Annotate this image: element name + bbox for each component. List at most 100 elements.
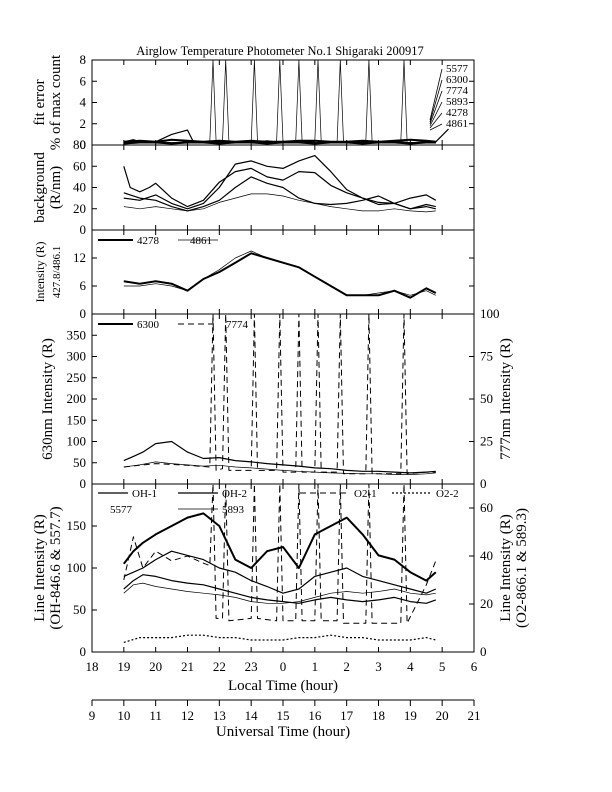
legend-label: 4278 [137,235,160,247]
y-right-tick-label: 50 [480,391,493,406]
x-tick-label-ut: 10 [117,708,130,723]
y-axis-label: 630nm Intensity (R) [40,338,56,460]
x-tick-label-local: 3 [375,659,382,674]
y-axis-label: background [32,152,48,223]
x-tick-label-local: 19 [117,659,130,674]
y-tick-label: 0 [80,306,87,321]
panel-background: 0 20 40 60 80 background (R/nm) [32,137,475,237]
legend-label: 7774 [446,85,469,97]
y-tick-label: 150 [67,412,87,427]
y-right-axis-label: (O2-866.1 & 589.3) [514,508,530,628]
x-tick-label-local: 21 [181,659,194,674]
y-tick-label: 2 [80,116,87,131]
x-tick-label-ut: 9 [89,708,96,723]
series-group [123,250,437,299]
x-tick-label-local: 2 [343,659,350,674]
panel-fit-error: 0 2 4 6 8 fit error% of max count 557763007774… [32,52,475,152]
legend-label: OH-2 [222,488,247,500]
series-line-d [123,193,436,213]
series-line-7774 [123,314,436,475]
y-axis-label: (OH-846.6 & 557.7) [48,506,64,629]
x-tick-label-local: 23 [245,659,258,674]
legend-label: 6300 [446,74,469,86]
series-group [123,314,436,475]
x-tick-label-local: 20 [149,659,162,674]
y-tick-label: 100 [67,560,87,575]
x-tick-label-local: 18 [86,659,99,674]
y-axis-label: Line Intensity (R) [32,514,48,621]
y-right-tick-label: 60 [480,500,493,515]
x-tick-label-local: 5 [439,659,446,674]
y-tick-label: 150 [67,518,87,533]
legend-label: 7774 [226,319,249,331]
series-line-a [123,166,436,210]
x-tick-label-ut: 14 [245,708,259,723]
legend: 6300 7774 [98,319,249,331]
legend-label: O2-2 [436,488,459,500]
y-tick-label: 6 [80,73,87,88]
legend-label: OH-1 [132,488,157,500]
y-tick-label: 0 [80,476,87,491]
y-right-tick-label: 75 [480,349,493,364]
y-axis-label: 427.8/486.1 [51,246,63,299]
y-right-tick-label: 100 [480,306,500,321]
y-tick-label: 0 [80,222,87,237]
x-tick-label-ut: 17 [340,708,354,723]
legend-label: 5893 [222,504,245,516]
legend-label: 5577 [446,63,469,75]
legend: OH-1 OH-2 O2-1 O2-2 5577 5893 [98,488,459,516]
series-line-4861 [123,141,436,144]
x-tick-label-local: 4 [407,659,414,674]
y-axis-label: % of max count [48,54,64,150]
y-tick-label: 350 [67,327,87,342]
panel-intensity-4278-4861: 0 6 12 Intensity (R) 427.8/486.1 4278 4861 [33,229,475,321]
y-right-axis-label: 777nm Intensity (R) [498,338,514,460]
x-tick-label-ut: 12 [181,708,194,723]
x-tick-label-ut: 15 [277,708,290,723]
y-tick-label: 60 [73,158,86,173]
series-line-O2-1 [123,484,437,624]
y-tick-label: 200 [67,391,87,406]
series-line-OH-2 [123,574,437,604]
x-tick-label-ut: 13 [213,708,226,723]
y-axis-label: fit error [32,79,48,125]
legend-leader [429,90,443,125]
y-tick-label: 0 [80,644,87,659]
series-line-7774 [209,60,408,143]
y-right-tick-label: 0 [480,644,487,659]
legend-leader [429,101,443,127]
series-line-OH-1 [123,550,437,594]
figure-title: Airglow Temperature Photometer No.1 Shig… [136,44,424,58]
legend-label: 6300 [137,319,160,331]
y-axis-label: (R/nm) [48,166,64,209]
legend-label: 5893 [446,96,469,108]
legend: 4278 4861 [98,235,218,247]
series-line-5893 [123,582,436,604]
x-tick-label-ut: 16 [308,708,322,723]
x-tick-label-ut: 19 [404,708,417,723]
y-tick-label: 8 [80,52,87,67]
panel-frame [91,483,475,653]
x-tick-label-ut: 18 [372,708,385,723]
y-tick-label: 40 [73,180,86,195]
y-tick-label: 4 [80,95,87,110]
y-right-tick-label: 40 [480,548,493,563]
series-group [123,484,437,643]
series-line-5577 [123,512,437,582]
series-line-O2-2 [123,634,436,643]
y-right-axis-label: Line Intensity (R) [498,514,514,621]
legend-label: 4861 [446,118,468,130]
y-tick-label: 0 [80,137,87,152]
y-right-tick-label: 25 [480,434,493,449]
y-tick-label: 50 [73,455,86,470]
legend-label: 4278 [446,107,469,119]
y-tick-label: 20 [73,201,86,216]
y-tick-label: 50 [73,602,86,617]
panel-frame [91,313,475,485]
series-line-4861 [123,250,436,296]
x-tick-label-local: 1 [312,659,319,674]
x-tick-label-local: 6 [471,659,478,674]
series-line-c [123,176,437,212]
